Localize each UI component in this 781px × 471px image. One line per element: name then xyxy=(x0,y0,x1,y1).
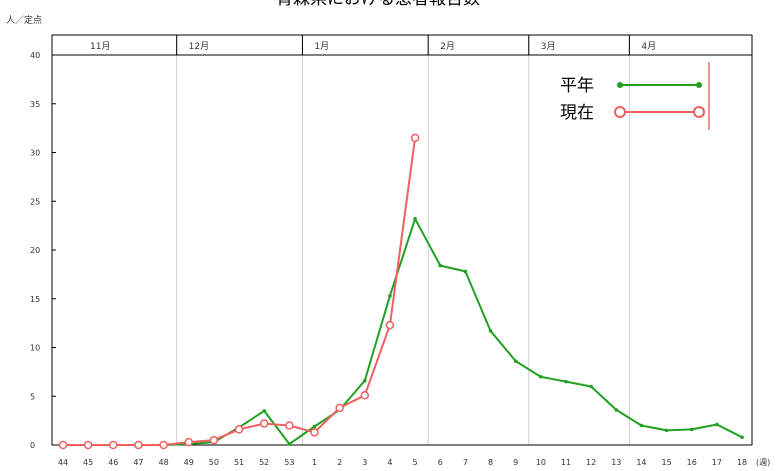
x-tick-label: 16 xyxy=(687,458,697,467)
x-tick-label: 11 xyxy=(561,458,571,467)
month-labels: 11月 12月 1月 2月 3月 4月 xyxy=(90,41,656,52)
y-tick-label: 10 xyxy=(30,344,40,353)
data-point xyxy=(285,421,294,430)
x-axis-unit: (週) xyxy=(756,458,770,467)
month-label: 11月 xyxy=(90,41,110,52)
data-point xyxy=(363,378,367,383)
x-tick-label: 46 xyxy=(108,458,118,467)
series-0 xyxy=(61,217,744,447)
legend-marker xyxy=(696,82,702,88)
y-tick-label: 35 xyxy=(30,100,40,109)
month-label: 3月 xyxy=(541,41,556,52)
x-tick-label: 47 xyxy=(133,458,143,467)
series-line xyxy=(63,217,743,446)
legend-label: 現在 xyxy=(560,103,594,123)
data-point xyxy=(209,435,219,445)
data-point xyxy=(385,320,395,330)
series-layer xyxy=(58,133,744,450)
data-point xyxy=(134,440,143,450)
legend-marker xyxy=(617,82,623,88)
data-point xyxy=(513,359,518,363)
series-1 xyxy=(58,133,420,450)
data-point xyxy=(589,384,593,389)
data-point xyxy=(715,422,719,427)
x-tick-label: 6 xyxy=(438,458,443,467)
data-point xyxy=(488,329,493,333)
x-tick-label: 2 xyxy=(337,458,342,467)
data-point xyxy=(664,428,669,433)
data-point xyxy=(539,374,543,379)
data-point xyxy=(109,440,118,450)
x-tick-label: 13 xyxy=(611,458,621,467)
x-tick-label: 50 xyxy=(209,458,219,467)
x-tick-label: 45 xyxy=(83,458,93,467)
data-point xyxy=(287,442,292,446)
y-tick-label: 15 xyxy=(30,295,40,304)
y-tick-label: 0 xyxy=(30,441,35,450)
legend-marker xyxy=(614,106,626,118)
data-point xyxy=(564,379,568,384)
x-axis-ticks: 44 45 46 47 48 49 50 51 52 53 1 2 3 4 5 6 7 8 9 10 11 12 13 14 1… xyxy=(58,458,747,467)
data-point xyxy=(740,435,744,440)
y-tick-label: 25 xyxy=(30,197,40,206)
data-point xyxy=(463,269,468,274)
data-point xyxy=(184,437,193,447)
month-label: 1月 xyxy=(314,41,329,52)
x-tick-label: 9 xyxy=(513,458,518,467)
x-tick-label: 15 xyxy=(662,458,672,467)
x-tick-label: 10 xyxy=(536,458,546,467)
x-tick-label: 44 xyxy=(58,458,68,467)
x-tick-label: 3 xyxy=(362,458,367,467)
x-tick-label: 12 xyxy=(586,458,596,467)
x-tick-label: 48 xyxy=(159,458,169,467)
month-label: 12月 xyxy=(189,41,209,52)
month-label: 4月 xyxy=(641,41,656,52)
x-tick-label: 1 xyxy=(312,458,317,467)
data-point xyxy=(438,263,443,268)
y-tick-label: 5 xyxy=(30,392,35,401)
data-point xyxy=(689,427,694,432)
data-point xyxy=(234,425,244,434)
x-tick-label: 4 xyxy=(387,458,392,467)
x-tick-label: 14 xyxy=(636,458,646,467)
data-point xyxy=(335,403,344,413)
data-point xyxy=(58,440,68,450)
data-point xyxy=(159,440,168,450)
legend-label: 平年 xyxy=(560,76,594,96)
data-point xyxy=(413,217,417,221)
y-tick-label: 40 xyxy=(30,51,40,60)
y-axis-ticks: 0 5 10 15 20 25 30 35 40 xyxy=(30,51,56,450)
data-point xyxy=(614,408,619,412)
grid xyxy=(176,35,630,445)
x-tick-label: 49 xyxy=(184,458,194,467)
x-tick-label: 8 xyxy=(488,458,493,467)
data-point xyxy=(639,423,644,428)
data-point xyxy=(83,440,93,450)
data-point xyxy=(410,133,420,143)
series-line xyxy=(63,137,417,446)
x-tick-label: 51 xyxy=(234,458,244,467)
x-tick-label: 7 xyxy=(463,458,468,467)
plot-frame xyxy=(51,34,753,446)
legend-marker xyxy=(693,106,705,118)
x-tick-label: 5 xyxy=(413,458,418,467)
y-tick-label: 30 xyxy=(30,149,40,158)
data-point xyxy=(262,409,267,413)
data-point xyxy=(312,424,317,429)
data-point xyxy=(259,419,269,428)
month-label: 2月 xyxy=(440,41,455,52)
x-tick-label: 17 xyxy=(712,458,722,467)
data-point xyxy=(360,391,370,400)
x-tick-label: 52 xyxy=(259,458,269,467)
data-point xyxy=(310,428,319,437)
x-tick-label: 18 xyxy=(737,458,747,467)
data-point xyxy=(388,294,392,298)
chart-title: 青森県における患者報告数 xyxy=(276,0,480,9)
y-tick-label: 20 xyxy=(30,246,40,255)
x-tick-label: 53 xyxy=(284,458,294,467)
y-axis-label: 人／定点 xyxy=(6,14,42,26)
